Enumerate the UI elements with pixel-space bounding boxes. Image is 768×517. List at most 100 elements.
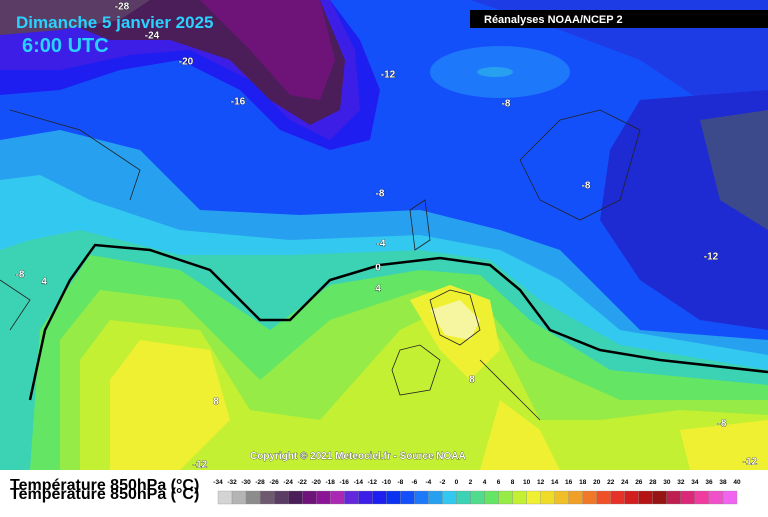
- scale-label: -18: [326, 479, 336, 486]
- color-swatch: [273, 490, 289, 505]
- contour-label: -12: [193, 460, 208, 471]
- scale-label: 36: [705, 479, 713, 486]
- contour-label: -8: [376, 189, 385, 200]
- color-swatch: [680, 490, 696, 505]
- zero-degree-contour: [28, 243, 768, 401]
- scale-label: 40: [733, 479, 741, 486]
- color-swatch: [344, 490, 359, 505]
- map-time: 6:00 UTC: [22, 35, 109, 57]
- color-swatch: [694, 490, 710, 505]
- temperature-field: [0, 0, 768, 470]
- map-date: Dimanche 5 janvier 2025: [16, 13, 214, 32]
- scale-label: -8: [397, 479, 403, 486]
- legend-title: Température 850hPa (°C): [10, 477, 199, 494]
- scale-label: 34: [691, 479, 699, 486]
- legend-title-shadow: Température 850hPa (°C): [10, 486, 199, 503]
- contour-label: -28: [115, 2, 130, 13]
- color-swatch: [568, 490, 583, 505]
- contour-label: 4: [375, 284, 381, 295]
- color-swatch: [316, 490, 331, 505]
- color-swatch: [526, 490, 541, 505]
- scale-label: -16: [340, 479, 350, 486]
- color-swatch: [245, 490, 261, 505]
- contour-label: -8: [16, 270, 25, 281]
- color-swatch: [582, 490, 597, 505]
- scale-label: 10: [523, 479, 531, 486]
- color-swatch: [386, 490, 401, 505]
- color-swatch: [512, 490, 527, 505]
- scale-label: 22: [607, 479, 615, 486]
- color-scale: -34 -32 -30 -28 -26 -24 -22 -20 -18 -16 -14 -12 -10-…: [213, 479, 741, 505]
- scale-label: -22: [297, 479, 307, 486]
- contour-label: -16: [231, 97, 246, 108]
- contour-label: 0: [375, 263, 381, 274]
- color-swatch: [596, 490, 611, 505]
- contour-label: 8: [469, 375, 475, 386]
- color-swatch: [456, 490, 471, 505]
- scale-label: -12: [368, 479, 378, 486]
- scale-label: 4: [483, 479, 487, 486]
- color-swatch: [231, 490, 247, 505]
- scale-label: -6: [411, 479, 417, 486]
- copyright: Copyright © 2021 Meteociel.fr - Source N…: [250, 451, 466, 462]
- scale-label: -10: [382, 479, 392, 486]
- scale-label: 30: [663, 479, 671, 486]
- color-swatch: [259, 490, 275, 505]
- scale-label: -24: [283, 479, 293, 486]
- source-text: Réanalyses NOAA/NCEP 2: [484, 14, 623, 26]
- color-swatch: [652, 490, 668, 505]
- scale-label: 12: [537, 479, 545, 486]
- contour-label: 4: [41, 277, 47, 288]
- color-swatch: [708, 490, 724, 505]
- scale-label: 14: [551, 479, 559, 486]
- scale-label: -34: [213, 479, 223, 486]
- scale-label: 0: [455, 479, 459, 486]
- color-swatch: [372, 490, 387, 505]
- color-swatch: [414, 490, 429, 505]
- contour-label: -8: [582, 181, 591, 192]
- color-swatch: [540, 490, 555, 505]
- scale-label: 28: [649, 479, 657, 486]
- color-swatch: [554, 490, 569, 505]
- contour-labels: -28 -24 -20 -16 -12 -8 -8 -8 -4 0 4 -8 4 8 8 -8 -12 -12 -1…: [15, 1, 758, 471]
- scale-label: 6: [497, 479, 501, 486]
- color-swatch: [287, 490, 303, 505]
- scale-label: -32: [227, 479, 237, 486]
- color-swatch: [302, 490, 317, 505]
- scale-label: 16: [565, 479, 573, 486]
- scale-label: 20: [593, 479, 601, 486]
- color-swatch: [400, 490, 415, 505]
- contour-label: -20: [179, 57, 194, 68]
- color-swatch: [470, 490, 485, 505]
- scale-label: -4: [426, 479, 432, 486]
- color-swatch: [428, 490, 443, 505]
- color-swatch: [330, 490, 345, 505]
- contour-label: -8: [718, 419, 727, 430]
- contour-label: -12: [704, 252, 719, 263]
- scale-label: 24: [621, 479, 629, 486]
- contour-label: -24: [145, 31, 160, 42]
- color-swatch: [610, 490, 625, 505]
- contour-label: 8: [213, 397, 219, 408]
- source-bar: [470, 10, 768, 28]
- scale-label: 38: [719, 479, 727, 486]
- scale-label: 2: [469, 479, 473, 486]
- coastlines: [0, 109, 641, 421]
- contour-label: -12: [381, 70, 396, 81]
- scale-label: -20: [311, 479, 321, 486]
- scale-label: 26: [635, 479, 643, 486]
- color-swatch: [217, 490, 233, 505]
- contour-label: -4: [377, 239, 386, 250]
- scale-label: 32: [677, 479, 685, 486]
- scale-label: -14: [354, 479, 364, 486]
- scale-label: 8: [511, 479, 515, 486]
- color-swatch: [638, 490, 653, 505]
- color-swatch: [358, 490, 373, 505]
- scale-label: -26: [269, 479, 279, 486]
- color-swatch: [666, 490, 682, 505]
- scale-label: -2: [440, 479, 446, 486]
- color-swatch: [484, 490, 499, 505]
- scale-label: -28: [255, 479, 265, 486]
- scale-label: 18: [579, 479, 587, 486]
